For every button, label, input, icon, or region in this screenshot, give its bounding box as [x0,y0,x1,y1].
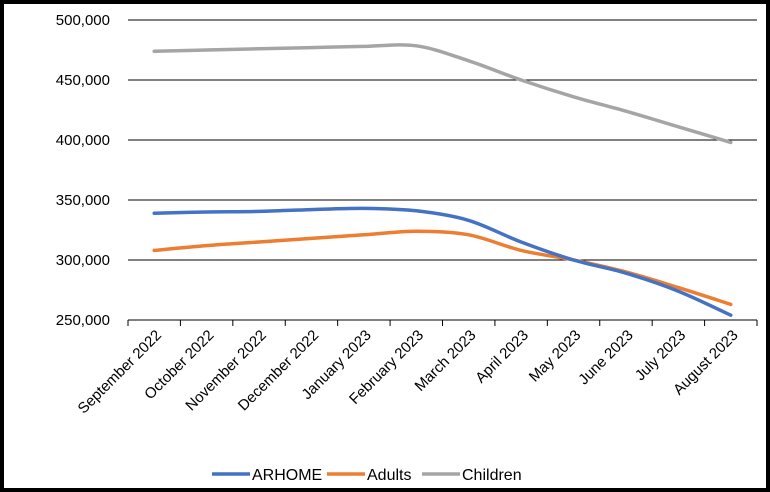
series-line-arhome [152,206,733,317]
series-line-adults [152,229,733,307]
y-tick-label: 350,000 [56,192,110,209]
legend-label-arhome: ARHOME [252,467,322,484]
x-axis [127,319,758,326]
legend-label-adults: Adults [367,467,411,484]
legend: ARHOME Adults Children [212,467,522,484]
series-line-children [152,43,733,145]
y-tick-label: 250,000 [56,312,110,329]
series-lines [152,43,733,317]
legend-label-children: Children [462,467,522,484]
y-tick-label: 400,000 [56,132,110,149]
x-tick-label: April 2023 [472,327,532,387]
y-axis-tick-labels: 250,000 300,000 350,000 400,000 450,000 500,0… [56,12,110,329]
gridlines [128,19,757,261]
x-tick-label: June 2023 [575,327,637,389]
y-tick-label: 500,000 [56,12,110,29]
x-tick-label: September 2022 [75,327,165,417]
y-tick-label: 450,000 [56,72,110,89]
y-tick-label: 300,000 [56,252,110,269]
